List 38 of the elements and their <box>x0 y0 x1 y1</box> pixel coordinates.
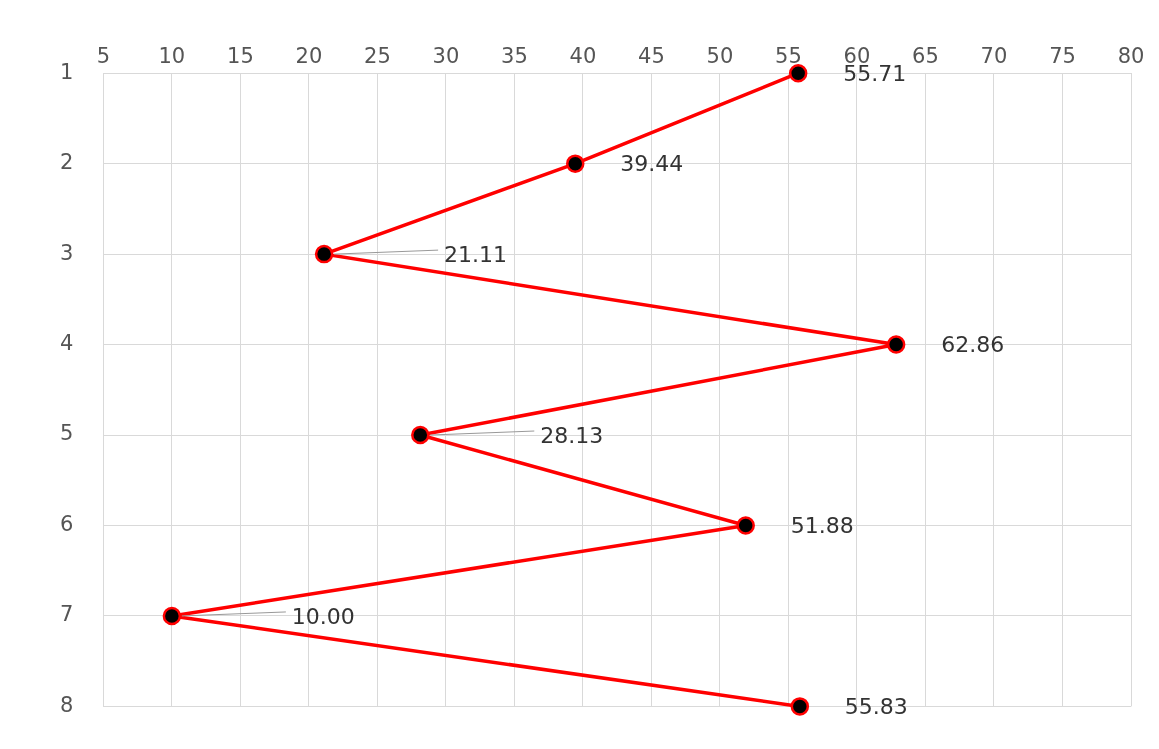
x-tick-label: 10 <box>158 44 186 69</box>
x-tick-label: 15 <box>227 44 254 69</box>
point <box>788 63 808 83</box>
x-tick-label: 20 <box>295 44 323 69</box>
x-tick-label: 70 <box>980 44 1008 69</box>
point <box>886 335 906 354</box>
data-label: 28.13 <box>540 422 604 448</box>
x-tick-label: 45 <box>638 44 665 69</box>
point <box>162 606 182 626</box>
point <box>411 425 430 445</box>
y-tick-label: 3 <box>59 240 74 265</box>
x-tick-label: 40 <box>569 44 597 69</box>
data-label: 21.11 <box>444 241 508 267</box>
data-label: 39.44 <box>620 151 684 177</box>
x-tick-label: 50 <box>706 44 734 69</box>
x-tick-label: 80 <box>1117 44 1145 69</box>
x-tick-label: 35 <box>501 44 528 69</box>
y-tick-label: 6 <box>59 511 74 536</box>
y-tick-label: 7 <box>59 602 74 627</box>
y-tick-label: 2 <box>59 150 74 175</box>
point <box>566 154 585 173</box>
x-tick-label: 55 <box>775 44 802 69</box>
point <box>790 697 810 716</box>
y-tick-label: 1 <box>59 59 74 84</box>
x-tick-label: 5 <box>96 44 111 69</box>
data-label: 51.88 <box>790 513 854 539</box>
x-tick-label: 30 <box>432 44 460 69</box>
point <box>736 516 755 535</box>
x-tick-label: 25 <box>364 44 391 69</box>
data-label: 10.00 <box>291 603 355 629</box>
data-label: 62.86 <box>941 332 1005 358</box>
point <box>314 244 334 264</box>
y-tick-label: 4 <box>59 331 74 356</box>
y-tick-label: 5 <box>59 421 74 446</box>
data-label: 55.83 <box>844 694 908 720</box>
y-tick-label: 8 <box>59 692 74 717</box>
x-tick-label: 75 <box>1049 44 1076 69</box>
x-tick-label: 65 <box>912 44 939 69</box>
